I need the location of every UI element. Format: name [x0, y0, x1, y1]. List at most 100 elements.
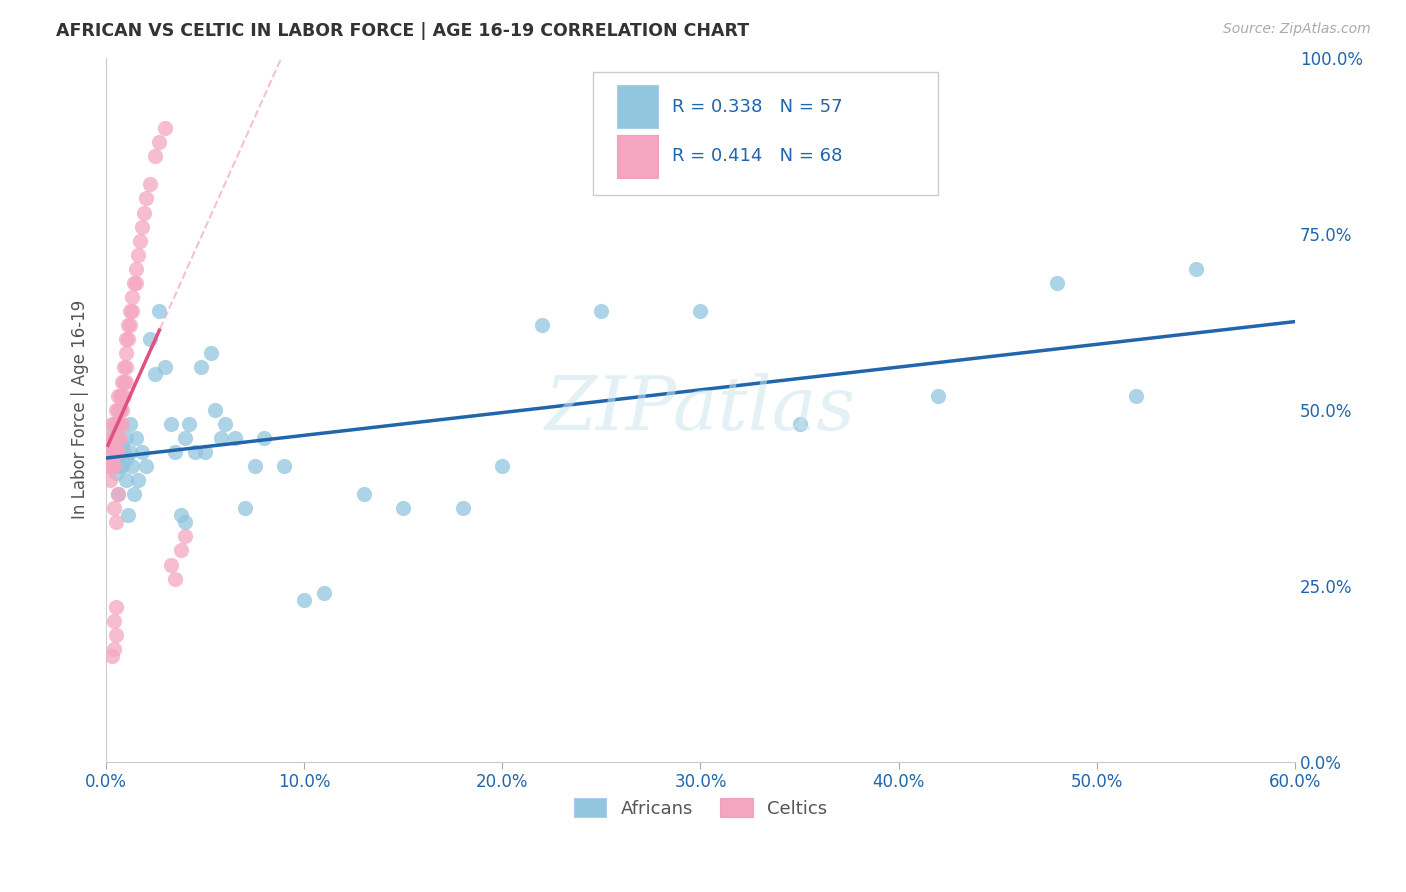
Point	[103, 445, 125, 459]
Point	[107, 388, 129, 402]
Point	[174, 516, 197, 530]
Point	[101, 445, 124, 459]
Text: AFRICAN VS CELTIC IN LABOR FORCE | AGE 16-19 CORRELATION CHART: AFRICAN VS CELTIC IN LABOR FORCE | AGE 1…	[56, 22, 749, 40]
Point	[127, 248, 149, 262]
Point	[108, 388, 131, 402]
Y-axis label: In Labor Force | Age 16-19: In Labor Force | Age 16-19	[72, 300, 89, 519]
Point	[98, 473, 121, 487]
FancyBboxPatch shape	[617, 86, 658, 128]
Point	[117, 508, 139, 523]
Point	[224, 431, 246, 445]
Point	[200, 346, 222, 360]
Point	[101, 445, 124, 459]
Point	[104, 599, 127, 614]
Point	[121, 290, 143, 304]
Point	[101, 458, 124, 473]
Point	[103, 458, 125, 473]
Point	[112, 388, 135, 402]
Point	[451, 501, 474, 516]
Point	[530, 318, 553, 333]
Point	[1125, 388, 1147, 402]
Point	[491, 458, 513, 473]
Point	[103, 614, 125, 628]
Point	[124, 261, 146, 276]
Point	[204, 402, 226, 417]
Point	[103, 431, 125, 445]
Point	[243, 458, 266, 473]
Point	[101, 431, 124, 445]
Point	[135, 458, 157, 473]
Point	[170, 508, 193, 523]
Point	[174, 431, 197, 445]
Point	[190, 360, 212, 375]
Point	[104, 445, 127, 459]
Point	[103, 501, 125, 516]
Point	[112, 360, 135, 375]
Point	[591, 304, 613, 318]
Point	[128, 234, 150, 248]
Legend: Africans, Celtics: Africans, Celtics	[567, 791, 834, 825]
Point	[114, 473, 136, 487]
Point	[111, 417, 134, 431]
Point	[114, 332, 136, 346]
Point	[353, 487, 375, 501]
Point	[131, 445, 153, 459]
Point	[107, 487, 129, 501]
Point	[118, 417, 141, 431]
Point	[138, 178, 160, 192]
Point	[122, 276, 145, 290]
Point	[145, 149, 167, 163]
Text: R = 0.414   N = 68: R = 0.414 N = 68	[672, 147, 842, 165]
Point	[103, 642, 125, 657]
FancyBboxPatch shape	[593, 71, 938, 195]
Point	[1185, 261, 1208, 276]
Point	[111, 458, 134, 473]
Point	[101, 445, 124, 459]
Point	[104, 516, 127, 530]
Point	[111, 375, 134, 389]
Point	[124, 431, 146, 445]
Point	[108, 417, 131, 431]
Point	[148, 135, 170, 149]
Point	[1046, 276, 1069, 290]
Point	[789, 417, 811, 431]
Point	[107, 402, 129, 417]
Point	[209, 431, 232, 445]
Point	[103, 417, 125, 431]
Point	[184, 445, 207, 459]
Point	[103, 424, 125, 438]
Point	[138, 332, 160, 346]
Point	[114, 431, 136, 445]
Point	[160, 558, 183, 572]
Point	[135, 192, 157, 206]
Point	[104, 402, 127, 417]
Point	[111, 438, 134, 452]
Point	[117, 318, 139, 333]
Text: ZIPatlas: ZIPatlas	[546, 374, 856, 446]
Point	[114, 375, 136, 389]
Point	[112, 445, 135, 459]
Text: Source: ZipAtlas.com: Source: ZipAtlas.com	[1223, 22, 1371, 37]
Point	[131, 219, 153, 234]
Point	[107, 431, 129, 445]
Point	[392, 501, 415, 516]
FancyBboxPatch shape	[617, 135, 658, 178]
Point	[155, 121, 177, 136]
Point	[112, 375, 135, 389]
Point	[170, 543, 193, 558]
Point	[97, 458, 120, 473]
Point	[111, 388, 134, 402]
Point	[155, 360, 177, 375]
Point	[108, 431, 131, 445]
Point	[689, 304, 711, 318]
Point	[165, 445, 187, 459]
Point	[104, 628, 127, 642]
Point	[145, 368, 167, 382]
Point	[114, 452, 136, 467]
Point	[101, 649, 124, 664]
Point	[927, 388, 949, 402]
Point	[165, 572, 187, 586]
Point	[194, 445, 217, 459]
Point	[122, 487, 145, 501]
Point	[108, 458, 131, 473]
